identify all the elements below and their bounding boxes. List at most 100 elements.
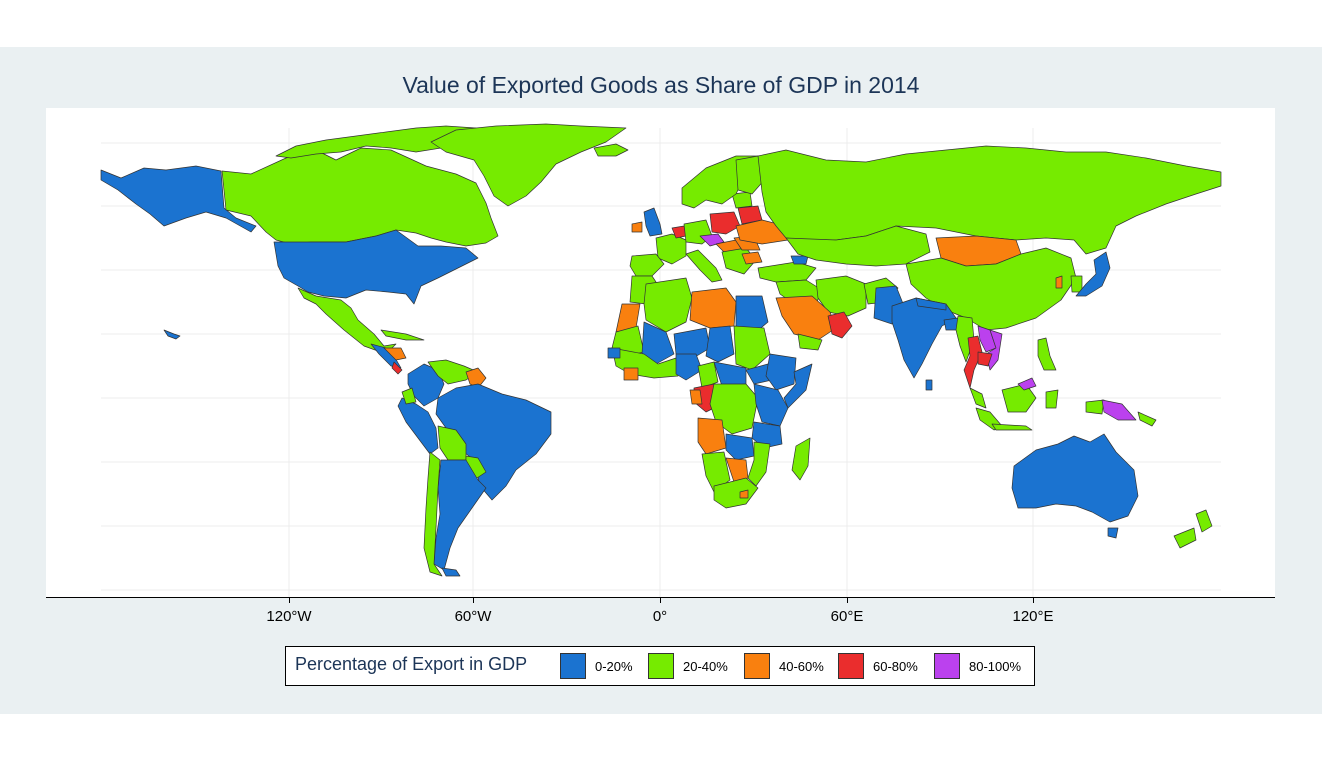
country-korea [1070, 275, 1083, 293]
country-czech [699, 233, 725, 247]
country-new-guinea-west [1085, 399, 1105, 415]
country-angola [697, 417, 727, 455]
world-map [100, 123, 1222, 598]
country-costa-rica [391, 361, 403, 375]
legend-label: 40-60% [779, 659, 824, 674]
country-brunei [1017, 377, 1037, 391]
country-poland [709, 211, 741, 235]
country-chad [705, 325, 735, 363]
country-ivory-coast [623, 367, 639, 381]
x-axis-line [46, 597, 1275, 598]
country-south-africa [713, 477, 759, 509]
map-area [46, 108, 1275, 598]
country-philippines [1037, 337, 1057, 371]
tick-label-0: 0° [652, 608, 668, 625]
country-turkey [757, 261, 817, 283]
country-guyana [465, 367, 487, 389]
legend-swatch [838, 653, 864, 679]
country-taiwan [1055, 275, 1063, 289]
country-cambodia [977, 351, 993, 367]
country-niger [673, 327, 711, 361]
country-nigeria [675, 353, 703, 381]
tick-label-120e: 120°E [1012, 608, 1054, 625]
chart-title: Value of Exported Goods as Share of GDP … [402, 72, 920, 98]
country-finland [735, 155, 767, 195]
country-georgia [790, 255, 809, 265]
legend-label: 0-20% [595, 659, 633, 674]
country-iberia [629, 253, 665, 277]
tick-label-60e: 60°E [830, 608, 864, 625]
country-laos [977, 325, 997, 353]
country-usa [273, 229, 479, 305]
country-tasmania [1107, 527, 1119, 539]
tick-label-60w: 60°W [454, 608, 492, 625]
country-mexico [297, 287, 397, 355]
country-papua-new-guinea [1101, 399, 1137, 421]
country-kazakhstan [785, 225, 931, 267]
country-senegal [607, 347, 621, 359]
country-thailand [963, 335, 983, 389]
country-tierra-del-fuego [441, 567, 461, 577]
country-bulgaria [741, 251, 763, 265]
country-indonesia-borneo [1001, 383, 1037, 413]
country-cuba [380, 329, 425, 341]
country-japan [1075, 251, 1111, 297]
country-baltics [731, 191, 753, 209]
tick-mark [660, 598, 661, 603]
country-greenland [430, 123, 627, 207]
country-iceland [593, 143, 629, 157]
country-uk [643, 207, 663, 237]
tick-mark [289, 598, 290, 603]
country-sudan [733, 325, 771, 371]
country-zambia [725, 433, 755, 461]
country-australia [1011, 433, 1139, 523]
legend: Percentage of Export in GDP 0-20% 20-40%… [285, 646, 1035, 686]
country-uganda-kenya [753, 383, 789, 427]
legend-swatch [744, 653, 770, 679]
country-egypt [735, 295, 769, 333]
tick-mark [847, 598, 848, 603]
legend-label: 80-100% [969, 659, 1022, 674]
legend-swatch [560, 653, 586, 679]
legend-label: 60-80% [873, 659, 918, 674]
legend-title: Percentage of Export in GDP [295, 654, 528, 674]
country-ecuador [401, 387, 417, 405]
country-nepal-bhutan [915, 297, 947, 311]
country-libya [689, 287, 737, 329]
country-solomon [1137, 411, 1157, 427]
country-honduras [383, 347, 407, 361]
country-chile [423, 451, 443, 577]
country-ireland [631, 221, 643, 233]
country-malaysia [969, 387, 987, 409]
country-tanzania [751, 421, 783, 449]
country-canada [221, 147, 499, 247]
country-algeria [643, 277, 693, 333]
country-mali [641, 321, 675, 365]
country-india [891, 297, 957, 379]
country-lesotho [739, 489, 749, 499]
country-iran [815, 275, 867, 317]
country-bangladesh [943, 317, 959, 331]
tick-mark [1033, 598, 1034, 603]
tick-label-120w: 120°W [266, 608, 312, 625]
country-new-zealand-south [1173, 527, 1197, 549]
country-alaska [100, 165, 257, 233]
country-madagascar [791, 437, 811, 481]
country-gabon [689, 389, 703, 405]
country-new-zealand-north [1195, 509, 1213, 533]
legend-label: 20-40% [683, 659, 728, 674]
country-botswana [725, 457, 749, 483]
country-sri-lanka [925, 379, 933, 391]
country-oman [827, 311, 853, 339]
legend-swatch [648, 653, 674, 679]
country-ethiopia [765, 353, 797, 391]
legend-swatch [934, 653, 960, 679]
country-argentina [433, 459, 487, 571]
country-yemen [797, 333, 823, 351]
country-indonesia-sulawesi [1045, 389, 1059, 409]
country-hawaii [163, 329, 181, 340]
country-peru [397, 397, 439, 455]
country-cameroon [697, 361, 719, 389]
country-italy [685, 249, 723, 283]
tick-mark [473, 598, 474, 603]
